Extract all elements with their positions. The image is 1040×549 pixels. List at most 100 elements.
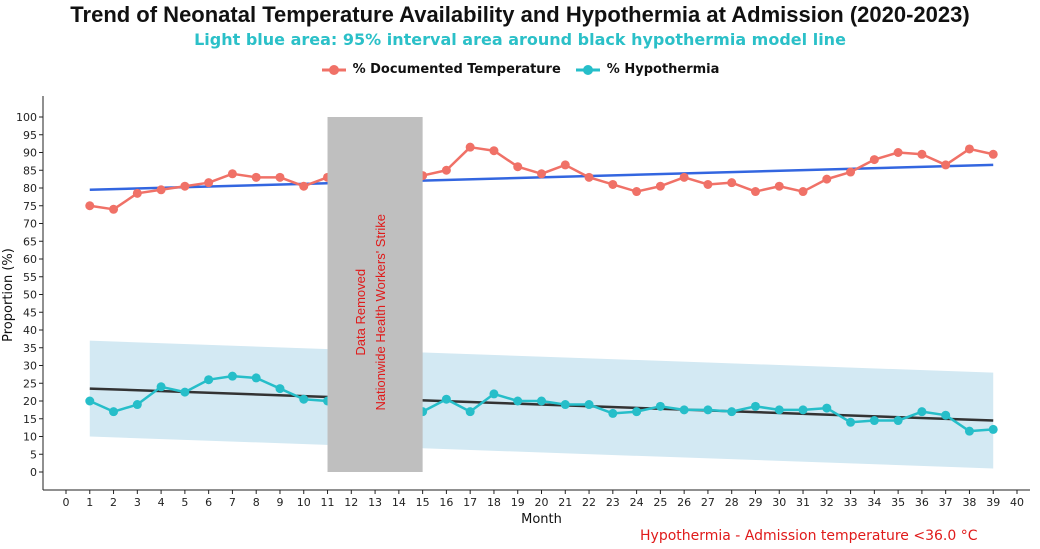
documented-point (584, 172, 594, 182)
documented-point (537, 169, 546, 179)
x-tick-label: 22 (582, 496, 596, 509)
hypothermia-point (560, 400, 570, 410)
hypothermia-point (489, 389, 499, 399)
y-tick-label: 85 (23, 164, 37, 177)
documented-point (109, 204, 119, 214)
hypothermia-point (180, 387, 190, 397)
x-tick-label: 14 (392, 496, 406, 509)
y-tick-label: 10 (23, 431, 37, 444)
documented-point (798, 187, 808, 197)
x-tick-label: 25 (653, 496, 667, 509)
hypothermia-point (703, 405, 713, 415)
y-tick-label: 25 (23, 377, 37, 390)
y-tick-label: 35 (23, 342, 37, 355)
documented-point (822, 174, 832, 184)
footnote: Hypothermia - Admission temperature <36.… (640, 528, 978, 544)
y-tick-label: 20 (23, 395, 37, 408)
x-axis-label: Month (521, 512, 562, 527)
x-tick-label: 34 (867, 496, 881, 509)
x-tick-label: 8 (253, 496, 260, 509)
y-tick-label: 15 (23, 413, 37, 426)
documented-point (251, 172, 261, 182)
x-tick-label: 17 (463, 496, 477, 509)
hypothermia-point (204, 375, 214, 385)
hypothermia-point (227, 371, 237, 381)
x-tick-label: 1 (86, 496, 93, 509)
x-tick-label: 11 (321, 496, 335, 509)
y-tick-label: 50 (23, 289, 37, 302)
hypothermia-point (822, 403, 832, 413)
y-tick-label: 75 (23, 200, 37, 213)
legend-key-hypothermia-icon (575, 64, 600, 75)
x-tick-label: 30 (772, 496, 786, 509)
documented-point (180, 181, 190, 191)
hypothermia-point (655, 401, 665, 411)
excluded-region-rect (327, 117, 423, 472)
hypothermia-point (441, 394, 451, 404)
x-tick-label: 38 (962, 496, 976, 509)
hypothermia-point (584, 400, 594, 410)
documented-point (941, 160, 951, 170)
documented-point (608, 179, 618, 189)
documented-point (156, 185, 166, 195)
y-tick-label: 40 (23, 324, 37, 337)
chart-subtitle: Light blue area: 95% interval area aroun… (194, 30, 846, 49)
x-tick-label: 13 (368, 496, 382, 509)
documented-point (275, 172, 285, 182)
hypothermia-point (750, 401, 760, 411)
legend-item-documented-temperature: % Documented Temperature (321, 62, 561, 77)
x-tick-label: 4 (158, 496, 165, 509)
hypothermia-point (537, 396, 546, 406)
documented-point (489, 146, 499, 156)
hypothermia-point (251, 373, 261, 383)
y-tick-label: 55 (23, 271, 37, 284)
x-tick-label: 40 (1010, 496, 1024, 509)
x-tick-label: 31 (796, 496, 810, 509)
y-tick-label: 70 (23, 218, 37, 231)
x-tick-label: 6 (205, 496, 212, 509)
hypothermia-point (774, 405, 784, 415)
documented-point (750, 187, 760, 197)
y-tick-label: 45 (23, 306, 37, 319)
x-tick-label: 2 (110, 496, 117, 509)
documented-point (846, 167, 856, 177)
excluded-region-label-line1: Data Removed (353, 269, 368, 356)
legend-label-documented-temperature: % Documented Temperature (352, 62, 561, 77)
hypothermia-point (632, 407, 642, 417)
hypothermia-point (465, 407, 475, 417)
x-tick-label: 26 (677, 496, 691, 509)
documented-point (727, 178, 737, 188)
hypothermia-point (869, 416, 879, 426)
y-tick-label: 0 (30, 466, 37, 479)
y-tick-label: 60 (23, 253, 37, 266)
x-tick-label: 27 (701, 496, 715, 509)
x-tick-label: 21 (558, 496, 572, 509)
x-tick-label: 7 (229, 496, 236, 509)
x-tick-label: 24 (630, 496, 644, 509)
hypothermia-point (299, 394, 309, 404)
hypothermia-point (893, 416, 903, 426)
hypothermia-point (275, 384, 285, 394)
y-tick-label: 80 (23, 182, 37, 195)
x-tick-label: 18 (487, 496, 501, 509)
x-tick-label: 9 (276, 496, 283, 509)
legend-label-hypothermia: % Hypothermia (606, 62, 720, 77)
documented-point (227, 169, 237, 179)
hypothermia-point (109, 407, 119, 417)
documented-point (964, 144, 974, 154)
hypothermia-point (727, 407, 737, 417)
y-tick-label: 5 (30, 448, 37, 461)
hypothermia-point (513, 396, 523, 406)
documented-point (132, 188, 142, 198)
hypothermia-point (156, 382, 166, 392)
documented-point (632, 187, 642, 197)
y-tick-label: 90 (23, 147, 37, 160)
x-tick-label: 0 (63, 496, 70, 509)
x-tick-label: 5 (181, 496, 188, 509)
x-tick-label: 15 (416, 496, 430, 509)
hypothermia-point (608, 408, 618, 418)
excluded-region-label-line2: Nationwide Health Workers' Strike (373, 214, 388, 411)
x-tick-label: 32 (820, 496, 834, 509)
documented-point (441, 165, 451, 175)
